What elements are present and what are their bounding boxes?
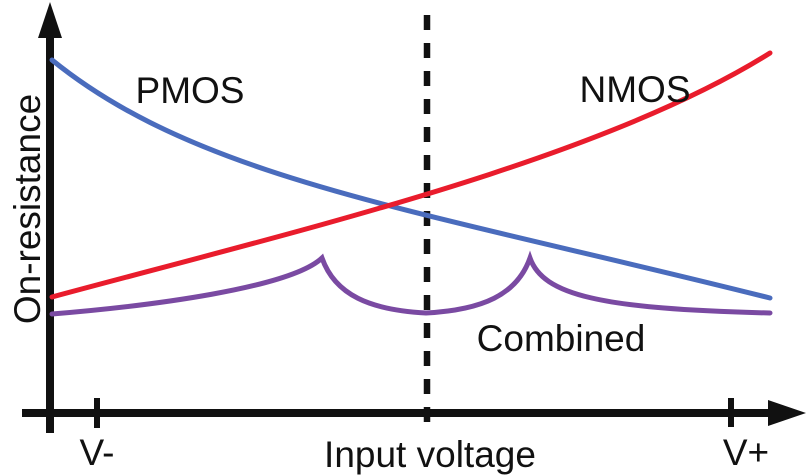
nmos-curve-label: NMOS <box>580 69 691 110</box>
x-tick-label-v-minus: V- <box>80 432 115 473</box>
combined-curve-label: Combined <box>477 318 646 359</box>
pmos-curve-label: PMOS <box>136 70 245 111</box>
y-axis-label: On-resistance <box>7 94 48 324</box>
x-axis-arrowhead-icon <box>768 400 806 426</box>
combined-curve <box>49 250 773 317</box>
x-axis-label: Input voltage <box>324 434 536 475</box>
x-tick-label-v-plus: V+ <box>723 432 769 473</box>
y-axis-arrowhead-icon <box>38 2 62 38</box>
pmos-curve <box>49 57 773 301</box>
nmos-curve <box>49 50 773 300</box>
